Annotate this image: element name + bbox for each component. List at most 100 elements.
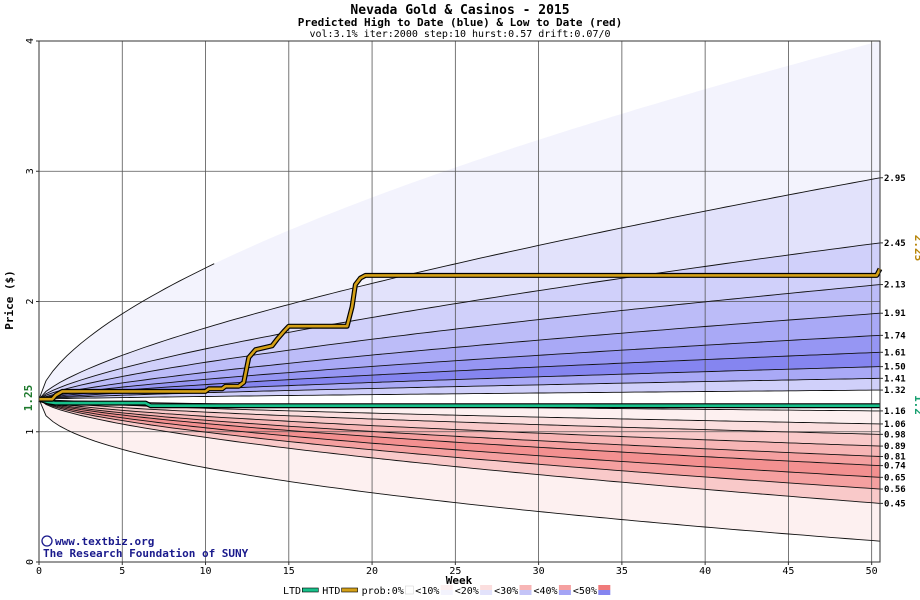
right-quantile-label: 2.95 [884, 174, 906, 184]
y-axis-title: Price ($) [3, 270, 16, 330]
legend-swatch [558, 585, 571, 590]
right-quantile-label: 1.16 [884, 407, 906, 417]
legend-label: <40% [534, 586, 558, 597]
legend-label: <20% [455, 586, 479, 597]
y-tick-label: 3 [25, 168, 36, 174]
x-tick-label: 20 [366, 566, 378, 577]
x-tick-label: 15 [283, 566, 295, 577]
current-high-label: 2.25 [912, 235, 920, 262]
probability-band [39, 399, 880, 478]
right-quantile-label: 1.50 [884, 363, 906, 373]
right-quantile-label: 1.41 [884, 374, 906, 384]
copyright-icon [41, 535, 53, 547]
credit-org: The Research Foundation of SUNY [43, 547, 249, 560]
legend-label: LTD [283, 586, 301, 597]
quantile-line [39, 398, 880, 467]
x-axis-title: Week [446, 574, 473, 587]
y-axis-ticks: 0 1 2 3 4 [25, 38, 39, 565]
x-tick-label: 30 [533, 566, 545, 577]
probability-band [39, 399, 880, 542]
right-quantile-label: 0.89 [884, 442, 906, 452]
x-axis-ticks: 0 5 10 15 20 25 30 35 40 45 50 [36, 562, 878, 577]
right-quantile-label: 1.32 [884, 386, 906, 396]
chart-title: Nevada Gold & Casinos - 2015 [350, 3, 569, 18]
legend-label: HTD [322, 586, 340, 597]
x-tick-label: 50 [866, 566, 878, 577]
credits: © www.textbiz.org The Research Foundatio… [41, 535, 249, 560]
legend-swatch [341, 587, 358, 593]
start-price-label: 1.25 [22, 385, 35, 412]
right-quantile-label: 1.74 [884, 331, 906, 341]
probability-band [39, 177, 880, 400]
right-quantile-label: 2.45 [884, 239, 906, 249]
y-tick-label: 2 [25, 298, 36, 304]
legend-swatch [519, 585, 532, 590]
quantile-line [39, 398, 880, 447]
right-quantile-label: 0.98 [884, 430, 906, 440]
quantile-line [39, 263, 215, 400]
quantile-line [39, 398, 880, 504]
right-quantile-label: 0.81 [884, 452, 906, 462]
legend-label: <50% [573, 586, 597, 597]
right-quantile-label: 0.45 [884, 499, 906, 509]
quantile-line [39, 398, 880, 490]
quantile-line [39, 389, 880, 400]
probability-band [39, 335, 880, 400]
quantile-lines [39, 177, 880, 542]
right-quantile-label: 1.06 [884, 420, 906, 430]
probability-band [39, 313, 880, 400]
probability-band [39, 399, 880, 490]
y-tick-label: 0 [25, 559, 36, 565]
legend-swatch [405, 585, 414, 595]
chart-params: vol:3.1% iter:2000 step:10 hurst:0.57 dr… [309, 29, 610, 40]
y-tick-label: 4 [25, 38, 36, 44]
quantile-line [39, 177, 880, 400]
legend-label: <10% [415, 586, 439, 597]
todate-lines [38, 267, 883, 409]
current-low-label: 1.2 [912, 395, 920, 415]
quantile-line [39, 334, 880, 400]
y-tick-label: 1 [25, 429, 36, 435]
quantile-line [39, 398, 880, 457]
legend-swatch [480, 585, 493, 590]
right-quantile-label: 0.65 [884, 473, 906, 483]
right-quantile-label: 1.91 [884, 309, 906, 319]
probability-band [39, 399, 880, 504]
quantile-line [39, 398, 880, 478]
probability-band [39, 399, 880, 435]
probability-band [39, 41, 880, 400]
x-tick-label: 25 [449, 566, 461, 577]
right-quantile-label: 2.13 [884, 281, 906, 291]
x-tick-label: 45 [782, 566, 794, 577]
legend-swatch [558, 590, 571, 595]
probability-band [39, 242, 880, 400]
legend: LTD HTD prob:0% <10% <20% <30% <40% <50% [283, 585, 611, 597]
probability-band [39, 399, 880, 457]
legend-swatch [480, 590, 493, 595]
right-quantile-label: 0.74 [884, 462, 906, 472]
quantile-line [39, 284, 880, 400]
right-quantile-labels: 2.95 2.45 2.13 1.91 1.74 1.61 1.501.41 1.32 1.16… [880, 174, 906, 509]
x-tick-label: 0 [36, 566, 42, 577]
right-quantile-label: 1.61 [884, 348, 906, 358]
probability-band [39, 284, 880, 400]
credit-site: www.textbiz.org [55, 535, 154, 548]
quantile-line [39, 242, 880, 400]
quantile-line [39, 351, 880, 400]
right-quantile-label: 0.56 [884, 485, 906, 495]
quantile-line [39, 398, 880, 435]
htd-line [39, 268, 882, 401]
probability-band [39, 378, 880, 400]
probability-band [39, 399, 880, 447]
quantile-line [39, 312, 880, 400]
legend-swatch [440, 590, 453, 595]
quantile-line [39, 399, 880, 542]
legend-swatch [440, 585, 453, 590]
legend-swatch [598, 585, 611, 590]
legend-swatch [519, 590, 532, 595]
legend-label: prob:0% [362, 586, 404, 597]
legend-label: <30% [494, 586, 518, 597]
legend-swatch [598, 590, 611, 595]
x-tick-label: 40 [699, 566, 711, 577]
